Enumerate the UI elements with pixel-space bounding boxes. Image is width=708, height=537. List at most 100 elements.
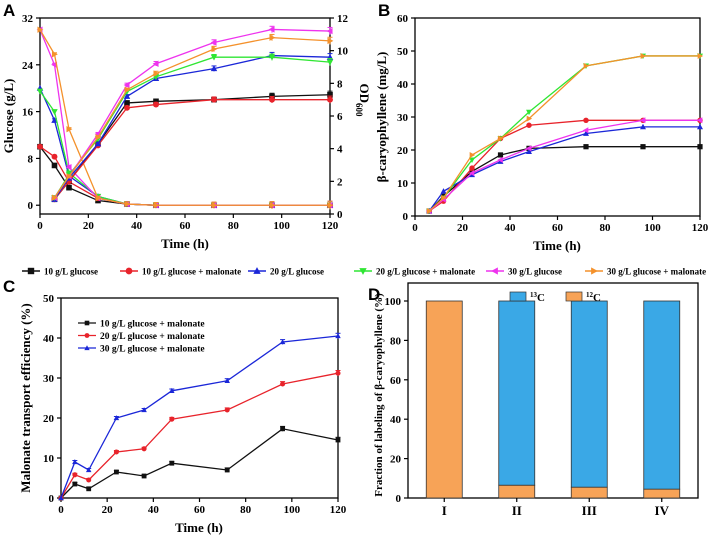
panel-a-30-g-l-glucose-malonate-glucose-point-1 xyxy=(51,51,58,58)
panel-d-legend-12c-label: 12C xyxy=(586,291,601,304)
panel-c-30-g-l-glucose-malonate-point-3 xyxy=(113,415,120,421)
panel-b-30-g-l-glucose-point-4 xyxy=(525,145,532,152)
panel-c-10-g-l-glucose-malonate-point-5 xyxy=(169,460,175,466)
panel-a-10-g-l-glucose-glucose-point-2 xyxy=(66,184,72,191)
panel-a-20-g-l-glucose-malonate-od600-point-6 xyxy=(268,54,276,61)
panel-c-legend-30-g-l-glucose-malonate-label: 30 g/L glucose + malonate xyxy=(100,345,205,355)
legend-30-g-l-glucose-malonate-marker xyxy=(591,267,598,275)
panel-a-20-g-l-glucose-od600-point-3 xyxy=(123,93,131,99)
panel-b-30-g-l-glucose-malonate-point-2 xyxy=(469,151,476,158)
panel-a-30-g-l-glucose-malonate-glucose-point-7 xyxy=(269,202,276,209)
panel-a-30-g-l-glucose-malonate-od600-point-4 xyxy=(153,70,160,77)
panel-a-xtick-label-40: 40 xyxy=(131,220,143,232)
panel-c-ytick-label-10: 10 xyxy=(43,453,55,465)
panel-c-legend-10-g-l-glucose-malonate-label: 10 g/L glucose + malonate xyxy=(100,320,205,330)
panel-c-10-g-l-glucose-malonate-line xyxy=(60,428,339,499)
legend-20-g-l-glucose-marker xyxy=(253,267,261,274)
panel-c-xtick-label-20: 20 xyxy=(102,504,114,516)
panel-a-y2tick-label-12: 12 xyxy=(337,13,349,25)
panel-c-xtick-label-40: 40 xyxy=(148,504,160,516)
panel-a-10-g-l-glucose-malonate-glucose-point-1 xyxy=(51,153,58,160)
panel-a-y2tick-label-4: 4 xyxy=(337,144,343,156)
panel-a-30-g-l-glucose-od600-point-5 xyxy=(210,39,217,46)
panel-a-30-g-l-glucose-malonate-glucose-point-2 xyxy=(66,125,73,133)
panel-a-y2tick-label-8: 8 xyxy=(337,78,343,90)
panel-b-ytick-label-0: 0 xyxy=(403,211,409,223)
panel-a-y2label-sub: 600 xyxy=(354,103,364,117)
panel-d-legend: 13C 12C xyxy=(509,291,601,304)
panel-b-10-g-l-glucose-point-5 xyxy=(583,144,589,150)
panel-a-30-g-l-glucose-malonate-od600-point-6 xyxy=(269,34,276,41)
panel-b-30-g-l-glucose-point-2 xyxy=(468,170,475,177)
panel-c-30-g-l-glucose-malonate-point-6 xyxy=(224,377,230,383)
panel-d-category-label-I: I xyxy=(442,503,447,518)
panel-d-legend-13c-element: C xyxy=(537,292,545,304)
panel-b-ytick-label-40: 40 xyxy=(397,79,409,91)
panel-b-20-g-l-glucose-malonate-line xyxy=(428,55,700,212)
panel-d-legend-13c-label: 13C xyxy=(530,291,545,304)
panel-c-20-g-l-glucose-malonate-point-4 xyxy=(141,446,147,452)
panel-a-20-g-l-glucose-malonate-od600-line xyxy=(53,56,331,199)
panel-c-legend: 10 g/L glucose + malonate 20 g/L glucose … xyxy=(78,320,205,355)
panel-c-20-g-l-glucose-malonate-point-8 xyxy=(335,370,341,376)
panel-b-xtick-label-120: 120 xyxy=(692,222,708,234)
panel-b-10-g-l-glucose-malonate-point-5 xyxy=(583,117,589,124)
panel-d-legend-13c-swatch xyxy=(509,291,527,302)
panel-a-30-g-l-glucose-od600-point-3 xyxy=(123,81,130,89)
panel-a-20-g-l-glucose-malonate-glucose-point-0 xyxy=(36,88,44,95)
panel-a-20-g-l-glucose-od600-point-5 xyxy=(210,65,218,72)
panel-b-20-g-l-glucose-point-6 xyxy=(640,123,646,130)
panel-c-ytick-label-0: 0 xyxy=(49,493,55,505)
panel-a-10-g-l-glucose-malonate-od600-point-5 xyxy=(211,96,217,103)
panel-a-10-g-l-glucose-malonate-glucose-point-0 xyxy=(37,143,43,150)
panel-c-30-g-l-glucose-malonate-point-8 xyxy=(335,333,341,339)
panel-b-30-g-l-glucose-malonate-point-6 xyxy=(640,52,647,59)
panel-d-category-label-II: II xyxy=(512,503,522,518)
panel-d-bar-III-13c xyxy=(570,300,608,488)
panel-c-xtick-label-60: 60 xyxy=(194,504,206,516)
panel-a-30-g-l-glucose-od600-line xyxy=(53,28,331,199)
panel-c-legend-20-g-l-glucose-malonate-marker xyxy=(84,333,90,338)
panel-c-30-g-l-glucose-malonate-point-7 xyxy=(279,339,286,345)
panel-b-ytick-label-30: 30 xyxy=(397,112,409,124)
panel-a-xtick-label-120: 120 xyxy=(322,220,339,232)
panel-b-xtick-label-0: 0 xyxy=(412,222,418,234)
legend-10-g-l-glucose-malonate-marker xyxy=(125,267,133,275)
panel-a-xtick-label-100: 100 xyxy=(273,220,290,232)
panel-a-ytick-label-32: 32 xyxy=(22,13,34,25)
panel-c-20-g-l-glucose-malonate-line xyxy=(60,372,339,499)
panel-b-30-g-l-glucose-malonate-point-4 xyxy=(526,115,533,122)
panel-d-bar-IV-12c xyxy=(643,488,681,499)
panel-a-30-g-l-glucose-malonate-glucose-point-8 xyxy=(327,202,334,209)
panel-c-letter: C xyxy=(3,277,15,296)
panel-c-ytick-label-40: 40 xyxy=(43,333,55,345)
panel-a-30-g-l-glucose-od600-point-6 xyxy=(268,26,275,33)
panel-a-10-g-l-glucose-od600-point-3 xyxy=(124,100,130,106)
panel-a-30-g-l-glucose-malonate-od600-line xyxy=(53,36,331,199)
panel-a-10-g-l-glucose-malonate-od600-point-3 xyxy=(124,104,130,111)
panel-c-10-g-l-glucose-malonate-point-4 xyxy=(141,473,147,479)
panel-a-30-g-l-glucose-malonate-od600-point-0 xyxy=(51,194,58,201)
panel-c-ytick-label-30: 30 xyxy=(43,373,55,385)
legend-20-g-l-glucose-label: 20 g/L glucose xyxy=(270,267,324,277)
panel-c: C 0 20 40 60 80 100 120 0 10 20 30 40 50 10 g/L gluc… xyxy=(3,277,347,535)
panel-b-20-g-l-glucose-malonate-point-2 xyxy=(469,157,475,164)
panel-a-ytick-label-24: 24 xyxy=(22,60,34,72)
panel-c-10-g-l-glucose-malonate-point-6 xyxy=(224,467,230,473)
panel-d-legend-13c-mass: 13 xyxy=(530,291,538,299)
panel-c-30-g-l-glucose-malonate-point-4 xyxy=(141,407,147,413)
panel-d-ytick-label-100: 100 xyxy=(385,296,402,308)
panel-a-y2tick-label-6: 6 xyxy=(337,111,343,123)
panel-b-marks: 0 20 40 60 80 100 120 0 10 20 30 40 50 60 xyxy=(397,13,708,234)
panel-a-30-g-l-glucose-malonate-glucose-point-5 xyxy=(153,202,160,209)
panel-d-ytick-label-80: 80 xyxy=(390,335,402,347)
panel-d-category-label-IV: IV xyxy=(655,503,670,518)
panel-b-10-g-l-glucose-malonate-point-2 xyxy=(469,165,475,171)
panel-c-30-g-l-glucose-malonate-point-1 xyxy=(72,459,78,465)
panel-c-30-g-l-glucose-malonate-point-0 xyxy=(58,495,64,501)
panel-d-plot-frame xyxy=(407,282,699,499)
panel-a-10-g-l-glucose-malonate-od600-point-6 xyxy=(269,96,275,103)
panel-b-30-g-l-glucose-malonate-point-5 xyxy=(583,62,590,69)
panel-c-xtick-label-100: 100 xyxy=(284,504,301,516)
panel-d-letter: D xyxy=(368,285,380,304)
